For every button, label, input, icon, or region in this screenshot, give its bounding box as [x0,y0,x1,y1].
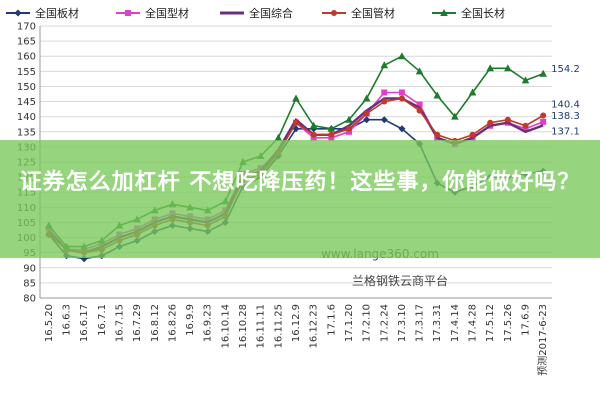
x-tick-label: 16.10.28 [238,304,249,349]
data-point-4 [469,131,476,138]
data-point-2 [522,125,529,132]
data-point-4 [522,122,529,129]
data-point-2 [416,101,423,108]
x-tick-label: 17.5.26 [503,304,514,342]
x-tick-label: 16.9.23 [203,304,214,342]
data-point-5 [345,115,353,123]
y-tick-label: 145 [17,97,36,108]
data-point-4 [381,98,388,105]
data-point-1 [380,116,388,124]
headline-text: 证券怎么加杠杆 不想吃降压药！这些事，你能做好吗？ [19,170,581,195]
y-tick-label: 150 [17,82,36,93]
data-point-5 [362,94,371,102]
y-tick-label: 165 [17,37,36,48]
x-tick-label: 17.4.28 [468,304,479,342]
y-tick-label: 160 [17,52,36,63]
data-point-4 [504,116,511,123]
data-point-4 [540,112,547,119]
x-tick-label: 17.1.20 [344,304,355,342]
x-tick-label: 17.2.24 [379,304,390,342]
y-tick-label: 170 [17,22,36,33]
x-tick-label: 16.7.15 [114,304,125,342]
x-tick-label: 17.3.17 [415,304,426,342]
x-tick-label: 16.6.3 [61,304,72,336]
data-point-4 [293,119,299,126]
legend-marker-2 [125,10,131,16]
x-tick-label: 16.11.25 [273,304,284,349]
x-tick-label: 预测2017-6-23 [536,304,549,376]
legend-label-3: 全国综合 [249,6,293,20]
x-tick-label: 17.6.9 [521,304,532,336]
y-tick-label: 155 [17,67,36,78]
x-tick-label: 17.2.10 [362,304,373,342]
data-point-5 [327,124,336,132]
data-point-4 [310,131,317,138]
x-tick-label: 16.12.23 [309,304,320,349]
legend-marker-1 [14,9,22,17]
x-tick-label: 16.7.29 [132,304,143,342]
data-point-2 [328,134,335,141]
y-tick-label: 80 [23,294,36,305]
data-point-4 [345,125,352,132]
data-point-5 [274,133,283,141]
data-point-5 [380,61,389,69]
data-point-5 [539,69,547,77]
headline-banner [0,140,600,258]
y-tick-label: 135 [17,127,36,138]
data-point-4 [416,107,423,114]
x-tick-label: 16.11.11 [256,304,267,349]
data-point-4 [328,131,335,138]
data-point-4 [487,119,494,126]
data-point-2 [310,134,317,141]
x-tick-label: 16.5.20 [44,304,55,342]
data-point-5 [486,64,495,72]
end-value-label: 140.4 [551,99,580,110]
data-point-4 [398,95,405,102]
legend-label-4: 全国管材 [351,6,395,20]
x-tick-label: 16.6.17 [79,304,90,342]
x-tick-label: 16.12.9 [291,304,302,342]
legend-marker-5 [440,9,448,16]
y-tick-label: 140 [17,112,36,123]
x-tick-label: 17.4.14 [450,304,461,342]
legend-label-2: 全国型材 [145,6,189,20]
data-point-1 [398,125,406,133]
data-point-5 [451,112,459,120]
y-tick-label: 90 [23,263,36,274]
data-point-2 [540,118,547,125]
data-point-5 [292,94,300,102]
x-tick-label: 17.5.12 [485,304,496,342]
x-tick-label: 16.7.1 [97,304,108,336]
x-tick-label: 17.3.31 [432,304,443,342]
x-tick-label: 16.9.9 [185,304,196,336]
end-value-label: 137.1 [551,126,580,137]
x-tick-label: 17.3.10 [397,304,408,342]
x-tick-label: 16.8.26 [167,304,178,342]
data-point-5 [415,67,424,75]
legend-marker-4 [331,10,337,16]
end-value-label: 138.3 [551,111,580,122]
data-point-2 [345,128,352,135]
x-tick-label: 17.1.6 [326,304,337,336]
data-point-5 [504,64,512,72]
end-value-label: 154.2 [551,64,580,75]
legend-label-5: 全国长材 [461,6,505,20]
y-tick-label: 85 [23,278,36,289]
data-point-4 [363,110,370,117]
data-point-5 [398,52,406,60]
data-point-2 [398,89,405,96]
data-point-5 [521,76,530,84]
data-point-1 [363,116,371,124]
data-point-5 [309,121,318,129]
x-tick-label: 16.10.14 [220,304,231,349]
data-point-2 [381,89,388,96]
data-point-5 [468,88,477,96]
x-tick-label: 16.8.12 [150,304,161,342]
data-point-5 [433,91,442,99]
legend-label-1: 全国板材 [35,6,79,20]
watermark-platform: 兰格钢铁云商平台 [352,273,448,288]
data-point-4 [434,131,441,138]
